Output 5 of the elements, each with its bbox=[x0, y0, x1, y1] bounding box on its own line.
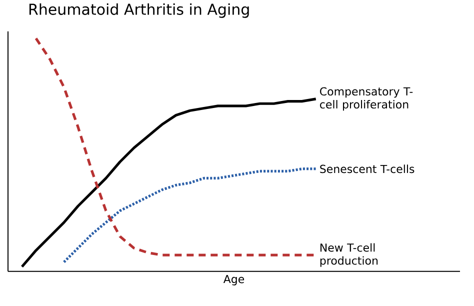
chart-title: Rheumatoid Arthritis in Aging bbox=[29, 3, 249, 18]
series-label: Compensatory T-cell proliferation bbox=[320, 87, 413, 110]
series-label: Senescent T-cells bbox=[320, 164, 414, 173]
series-label: New T-cell production bbox=[320, 243, 378, 267]
x-axis-title: Age bbox=[223, 274, 244, 286]
